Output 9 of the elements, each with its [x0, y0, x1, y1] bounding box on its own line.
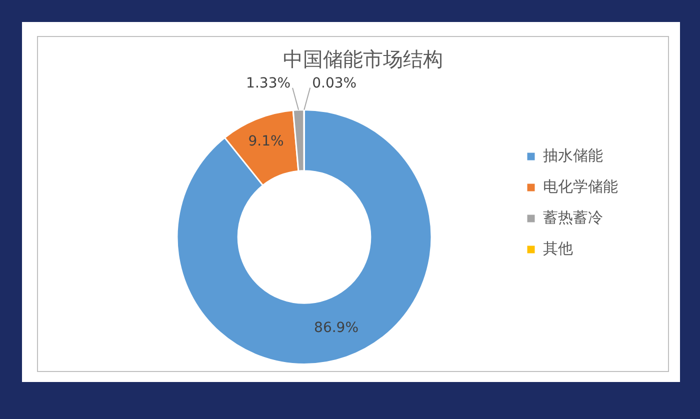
legend-label: 抽水储能 [543, 146, 603, 164]
chart-title: 中国储能市场结构 [283, 47, 443, 72]
data-label: 86.9% [314, 320, 359, 336]
data-label: 9.1% [248, 133, 284, 150]
legend-label: 电化学储能 [543, 177, 618, 196]
data-label: 1.33% [246, 76, 291, 92]
legend-label: 其他 [543, 239, 573, 258]
legend-label: 蓄热蓄冷 [543, 208, 603, 226]
data-label: 0.03% [312, 75, 357, 92]
